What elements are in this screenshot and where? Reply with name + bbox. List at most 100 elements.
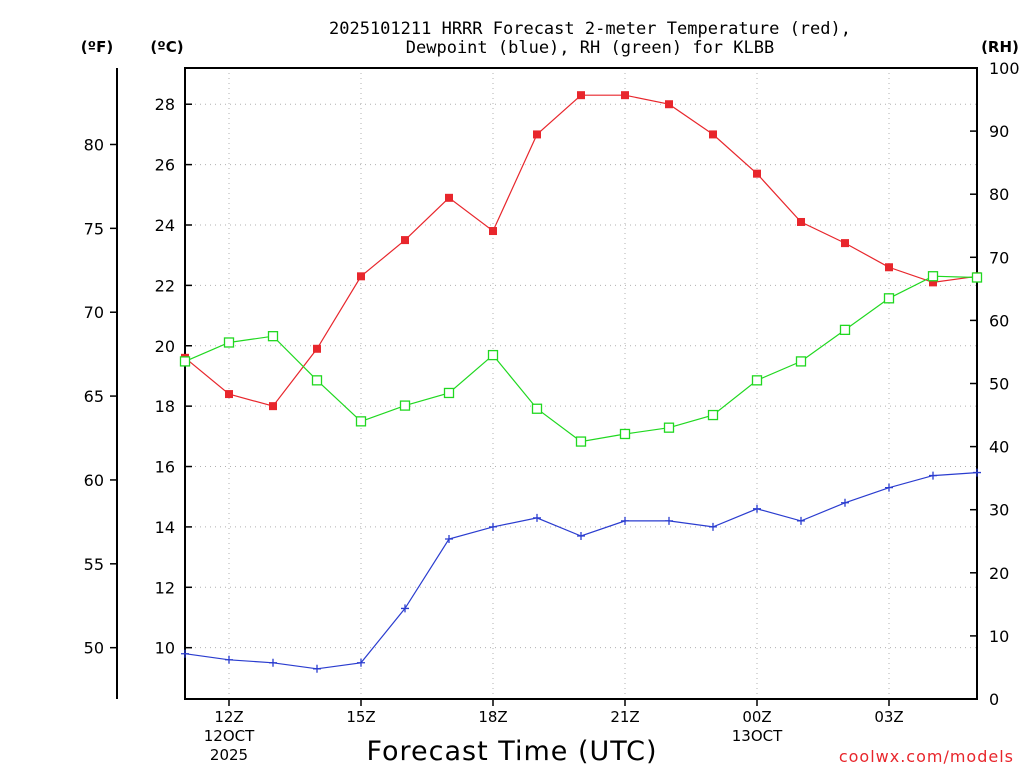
- rh-point: [707, 409, 719, 421]
- rh-point: [883, 293, 895, 304]
- celsius-tick-label: 18: [155, 397, 175, 416]
- rh-tick-label: 40: [989, 438, 1009, 457]
- dewpoint-point: [841, 498, 849, 507]
- temperature-point: [797, 217, 805, 226]
- dewpoint-point: [709, 522, 717, 531]
- celsius-tick-label: 10: [155, 639, 175, 658]
- celsius-tick-label: 14: [155, 518, 175, 537]
- rh-point: [619, 428, 631, 440]
- grid-lines: [185, 68, 977, 699]
- celsius-tick-label: 24: [155, 216, 175, 235]
- temperature-point: [489, 227, 497, 236]
- rh-tick-label: 50: [989, 375, 1009, 394]
- dewpoint-point: [533, 513, 541, 522]
- fahrenheit-tick-label: 65: [84, 387, 104, 406]
- temperature-point: [709, 130, 717, 139]
- dewpoint-point: [357, 658, 365, 667]
- rh-tick-label: 20: [989, 564, 1009, 583]
- temperature-point: [225, 390, 233, 399]
- fahrenheit-tick-label: 50: [84, 639, 104, 658]
- chart-title-line2: Dewpoint (blue), RH (green) for KLBB: [406, 38, 774, 58]
- x-tick-label: 00Z: [742, 708, 771, 726]
- rh-tick-label: 70: [989, 248, 1009, 267]
- fahrenheit-unit-label: (ºF): [81, 38, 113, 56]
- rh-tick-label: 10: [989, 627, 1009, 646]
- temperature-point: [577, 91, 585, 100]
- rh-point: [751, 375, 763, 386]
- temperature-point: [841, 239, 849, 248]
- dewpoint-series: [181, 468, 981, 673]
- rh-tick-label: 80: [989, 185, 1009, 204]
- fahrenheit-tick-label: 60: [84, 471, 104, 490]
- temperature-point: [753, 169, 761, 178]
- fahrenheit-tick-label: 80: [84, 135, 104, 154]
- dewpoint-point: [445, 534, 453, 543]
- celsius-tick-label: 20: [155, 337, 175, 356]
- rh-unit-label: (RH): [981, 38, 1019, 56]
- rh-point: [531, 403, 543, 414]
- dewpoint-point: [797, 516, 805, 525]
- x-tick-label: 03Z: [874, 708, 903, 726]
- dewpoint-point: [313, 664, 321, 673]
- dewpoint-point: [577, 531, 585, 540]
- celsius-unit-label: (ºC): [150, 38, 183, 56]
- fahrenheit-tick-label: 75: [84, 219, 104, 238]
- celsius-tick-label: 12: [155, 578, 175, 597]
- temperature-point: [885, 263, 893, 272]
- fahrenheit-tick-label: 70: [84, 303, 104, 322]
- x-tick-date: 12OCT: [204, 727, 255, 745]
- dewpoint-point: [269, 658, 277, 667]
- rh-point: [795, 356, 807, 367]
- rh-point: [311, 375, 323, 386]
- rh-point: [267, 331, 279, 342]
- fahrenheit-tick-label: 55: [84, 555, 104, 574]
- celsius-tick-label: 26: [155, 156, 175, 175]
- temperature-series: [181, 91, 981, 411]
- dewpoint-point: [621, 516, 629, 525]
- rh-point: [487, 349, 499, 361]
- rh-tick-label: 0: [989, 690, 999, 709]
- temperature-line: [184, 94, 978, 407]
- temperature-point: [621, 91, 629, 100]
- celsius-tick-label: 22: [155, 276, 175, 295]
- dewpoint-point: [181, 649, 189, 658]
- dewpoint-point: [401, 604, 409, 613]
- rh-line: [184, 275, 978, 443]
- x-tick-label: 21Z: [610, 708, 639, 726]
- plot-frame: [184, 67, 978, 700]
- rh-point: [971, 272, 983, 283]
- rh-point: [663, 422, 675, 433]
- temperature-point: [665, 100, 673, 109]
- rh-point: [839, 324, 851, 336]
- rh-tick-label: 60: [989, 311, 1009, 330]
- data-series: [179, 91, 983, 673]
- temperature-point: [313, 344, 321, 353]
- dewpoint-point: [885, 483, 893, 492]
- x-tick-date: 13OCT: [732, 727, 783, 745]
- chart-title-line1: 2025101211 HRRR Forecast 2-meter Tempera…: [329, 19, 851, 39]
- temperature-point: [269, 402, 277, 411]
- temperature-point: [357, 272, 365, 281]
- x-tick-year: 2025: [210, 746, 248, 764]
- rh-point: [575, 436, 587, 447]
- rh-tick-label: 30: [989, 501, 1009, 520]
- dewpoint-point: [753, 504, 761, 513]
- x-tick-label: 12Z: [214, 708, 243, 726]
- dewpoint-point: [973, 468, 981, 477]
- rh-point: [223, 337, 235, 348]
- dewpoint-point: [665, 516, 673, 525]
- x-tick-label: 18Z: [478, 708, 507, 726]
- rh-tick-label: 100: [989, 59, 1020, 78]
- temperature-point: [533, 130, 541, 139]
- temperature-point: [929, 278, 937, 287]
- temperature-point: [401, 236, 409, 245]
- rh-point: [179, 356, 191, 367]
- temperature-point: [445, 193, 453, 202]
- x-tick-label: 15Z: [346, 708, 375, 726]
- dewpoint-line: [184, 472, 978, 670]
- celsius-tick-label: 16: [155, 458, 175, 477]
- dewpoint-point: [929, 471, 937, 480]
- rh-point: [399, 400, 411, 411]
